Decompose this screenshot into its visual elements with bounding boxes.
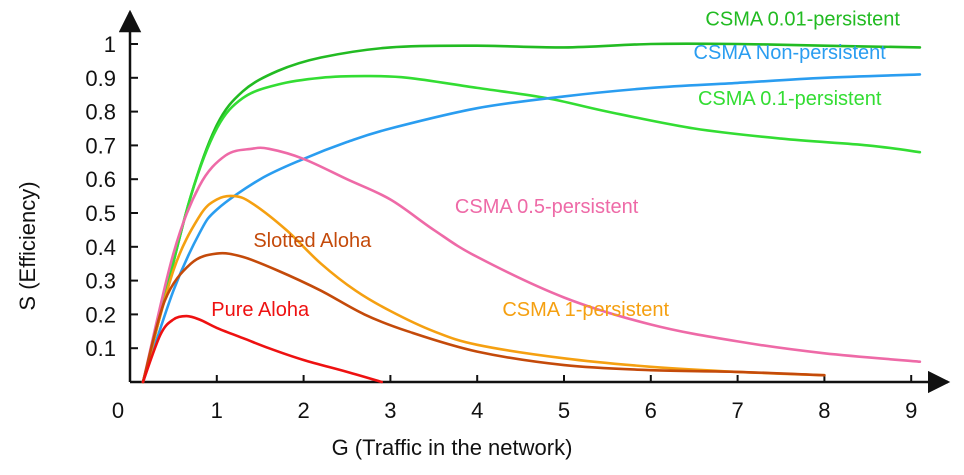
x-tick-label: 2	[297, 398, 309, 423]
x-tick-label: 9	[905, 398, 917, 423]
series-line-pure-aloha	[141, 314, 383, 384]
x-tick-label: 6	[645, 398, 657, 423]
series-line-csma-1-persistent	[141, 194, 826, 384]
x-tick-label: 1	[211, 398, 223, 423]
series-label-csma-non-persistent: CSMA Non-persistent	[694, 42, 887, 64]
series-line-csma-non-persistent	[141, 73, 922, 384]
series-label-csma-0-1-persistent: CSMA 0.1-persistent	[698, 88, 882, 110]
y-tick-label: 0.4	[85, 235, 116, 260]
x-tick-label: 5	[558, 398, 570, 423]
x-tick-label: 7	[731, 398, 743, 423]
series-label-slotted-aloha: Slotted Aloha	[253, 230, 372, 252]
series-label-csma-0-5-persistent: CSMA 0.5-persistent	[455, 196, 639, 218]
y-tick-label: 0.7	[85, 133, 116, 158]
series-label-csma-0-01-persistent: CSMA 0.01-persistent	[705, 8, 900, 30]
x-axis-title: G (Traffic in the network)	[332, 435, 573, 460]
y-tick-label: 0.6	[85, 167, 116, 192]
axes	[118, 9, 951, 394]
y-tick-label: 0.5	[85, 201, 116, 226]
series-labels: CSMA 0.01-persistent CSMA Non-persistent C…	[211, 8, 900, 321]
series-label-pure-aloha: Pure Aloha	[211, 299, 310, 321]
x-tick-label: 4	[471, 398, 483, 423]
x-tick-label: 0	[112, 398, 124, 423]
x-tick-label: 8	[818, 398, 830, 423]
series-line-csma-0-1-persistent	[141, 74, 922, 384]
y-tick-label: 0.1	[85, 336, 116, 361]
y-tick-label: 0.8	[85, 100, 116, 125]
series-line-csma-0-5-persistent	[141, 146, 922, 384]
y-tick-label: 0.3	[85, 269, 116, 294]
x-tick-label: 3	[384, 398, 396, 423]
y-axis-title: S (Efficiency)	[15, 181, 40, 310]
y-tick-label: 0.9	[85, 66, 116, 91]
series-lines	[141, 42, 922, 384]
y-tick-label: 0.2	[85, 302, 116, 327]
ticks: 0 1 2 3 4 5 6 7 8 9 0.1 0.2 0.3 0.4 0.5 0.6 0.7 0.8 0.9 1	[85, 32, 917, 423]
series-line-slotted-aloha	[141, 251, 826, 384]
series-label-csma-1-persistent: CSMA 1-persistent	[502, 299, 669, 321]
y-tick-label: 1	[104, 32, 116, 57]
